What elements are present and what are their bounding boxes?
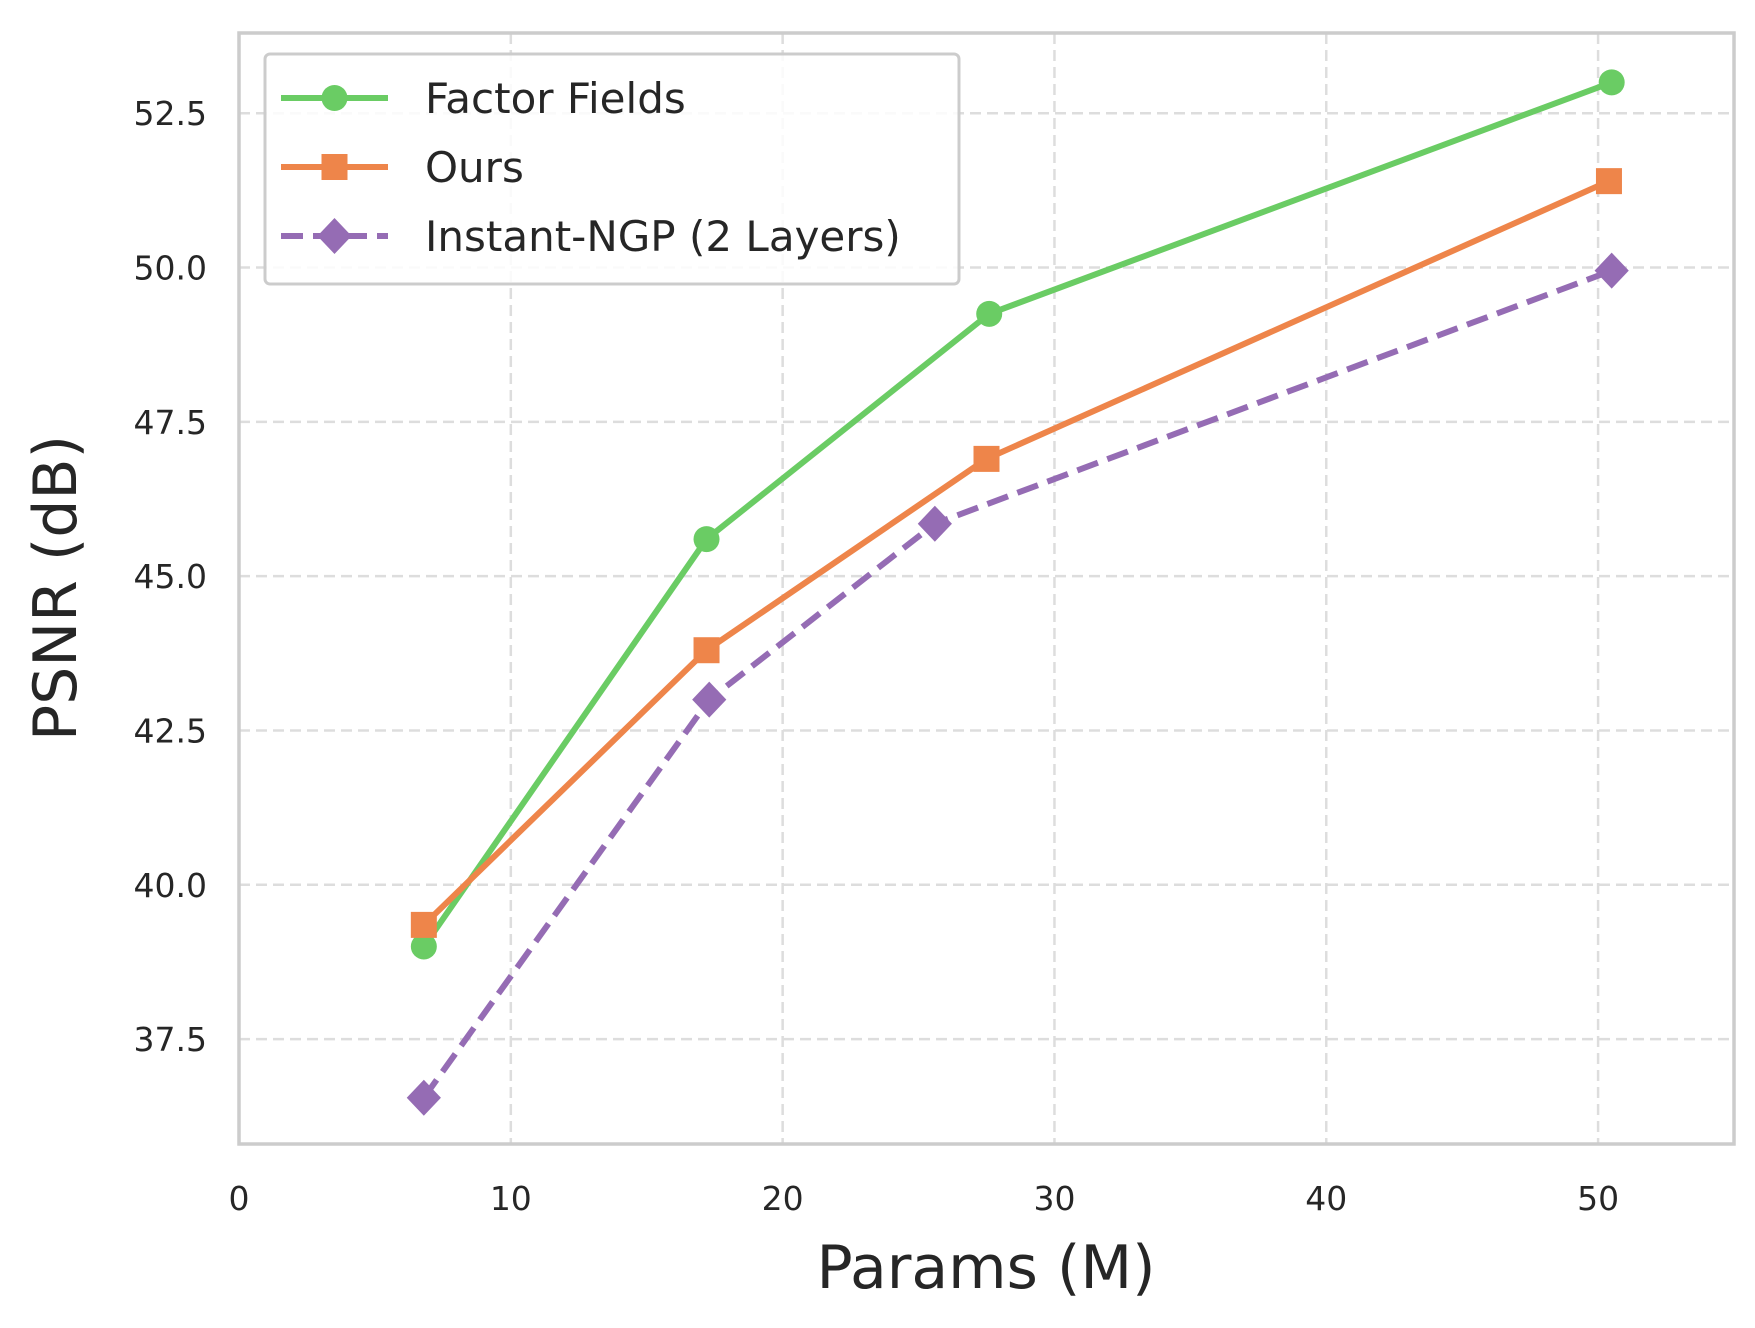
y-tick-label: 52.5	[134, 94, 207, 133]
data-point-factor-fields	[693, 526, 720, 553]
grid	[239, 33, 1734, 1144]
x-tick-label: 40	[1305, 1179, 1347, 1218]
legend-item-factor-fields: Factor Fields	[281, 74, 686, 123]
data-point-ours	[410, 911, 437, 938]
x-axis-label: Params (M)	[816, 1233, 1155, 1303]
series-layer	[406, 69, 1629, 1116]
legend-label-instant-ngp-2-layers: Instant-NGP (2 Layers)	[425, 212, 901, 261]
data-point-instant-ngp-2-layers	[406, 1079, 441, 1116]
legend-marker-factor-fields	[321, 85, 348, 111]
plot-frame	[237, 31, 1736, 1146]
legend-box	[263, 52, 961, 286]
legend-label-ours: Ours	[425, 143, 524, 192]
legend-item-ours: Ours	[281, 143, 524, 192]
series-instant-ngp-2-layers	[406, 252, 1629, 1116]
y-tick-label: 40.0	[134, 866, 207, 905]
x-tick-label: 50	[1577, 1179, 1619, 1218]
data-point-ours	[1595, 168, 1622, 195]
x-tick-label: 10	[490, 1179, 532, 1218]
data-point-factor-fields	[976, 300, 1003, 327]
y-tick-label: 50.0	[134, 249, 207, 288]
data-point-instant-ngp-2-layers	[917, 505, 952, 542]
x-tick-label: 20	[762, 1179, 804, 1218]
legend: Factor Fields Ours Instant-NGP (2 Layers)	[263, 52, 961, 286]
y-axis-label: PSNR (dB)	[21, 435, 91, 741]
y-tick-label: 47.5	[134, 403, 207, 442]
data-point-instant-ngp-2-layers	[1594, 252, 1629, 289]
tick-labels: 0 10 20 30 40 50 37.5 40.0 42.5 45.0 47.5 50.0 52.5	[134, 94, 1620, 1218]
y-tick-label: 42.5	[134, 711, 207, 750]
series-factor-fields	[410, 69, 1625, 960]
x-tick-label: 0	[229, 1179, 250, 1218]
legend-item-instant-ngp-2-layers: Instant-NGP (2 Layers)	[281, 212, 901, 261]
series-ours	[410, 168, 1622, 938]
data-point-ours	[973, 445, 1000, 472]
legend-marker-ours	[321, 154, 348, 180]
series-line-factor-fields	[421, 79, 1613, 949]
legend-label-factor-fields: Factor Fields	[425, 74, 686, 123]
data-point-instant-ngp-2-layers	[692, 681, 727, 718]
y-tick-label: 37.5	[134, 1020, 207, 1059]
series-line-ours	[421, 178, 1611, 928]
x-tick-label: 30	[1033, 1179, 1075, 1218]
series-line-instant-ngp-2-layers	[421, 267, 1613, 1100]
legend-marker-instant-ngp-2-layers	[317, 218, 352, 254]
data-point-factor-fields	[410, 933, 437, 960]
y-tick-label: 45.0	[134, 557, 207, 596]
data-point-factor-fields	[1598, 69, 1625, 96]
data-point-ours	[693, 637, 720, 664]
